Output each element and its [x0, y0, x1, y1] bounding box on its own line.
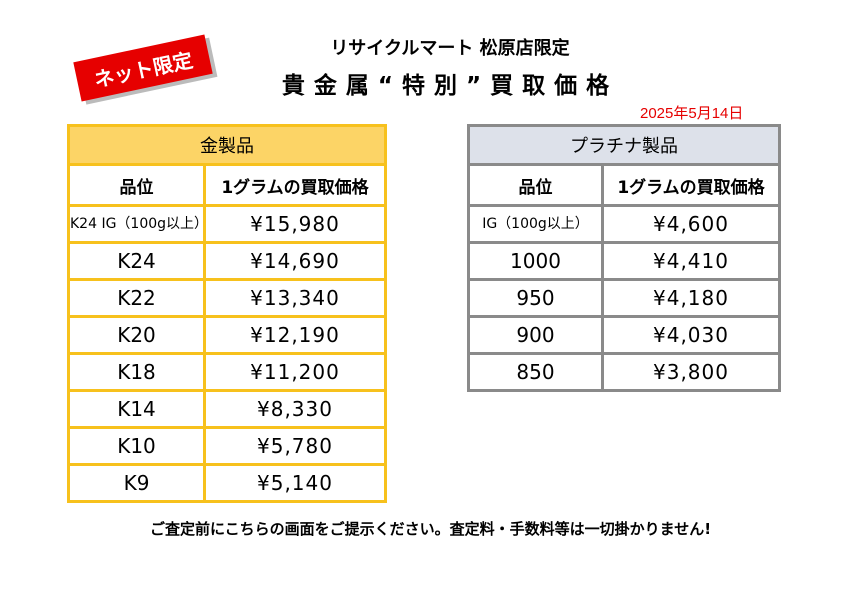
table-row: K14 ¥8,330 [67, 389, 387, 429]
platinum-grade-header: 品位 [467, 163, 604, 207]
gold-price: ¥12,190 [203, 315, 387, 355]
platinum-grade: 950 [467, 278, 604, 318]
table-row: K10 ¥5,780 [67, 426, 387, 466]
platinum-price: ¥4,600 [601, 204, 781, 244]
table-row: K18 ¥11,200 [67, 352, 387, 392]
gold-grade: K14 [67, 389, 206, 429]
gold-price: ¥11,200 [203, 352, 387, 392]
price-date: 2025年5月14日 [640, 105, 744, 122]
gold-grade-header: 品位 [67, 163, 206, 207]
gold-price: ¥5,140 [203, 463, 387, 503]
table-row: K20 ¥12,190 [67, 315, 387, 355]
gold-grade: K24 IG（100g以上） [67, 204, 208, 244]
table-row: 1000 ¥4,410 [467, 241, 781, 281]
gold-grade: K20 [67, 315, 206, 355]
gold-grade: K18 [67, 352, 206, 392]
platinum-grade: 1000 [467, 241, 604, 281]
gold-price: ¥8,330 [203, 389, 387, 429]
platinum-price-header: 1グラムの買取価格 [601, 163, 781, 207]
table-row: K22 ¥13,340 [67, 278, 387, 318]
gold-price: ¥5,780 [203, 426, 387, 466]
gold-price: ¥13,340 [203, 278, 387, 318]
gold-grade: K10 [67, 426, 206, 466]
table-row: 850 ¥3,800 [467, 352, 781, 392]
gold-price-table: 金製品 品位 1グラムの買取価格 K24 IG（100g以上） ¥15,980 … [67, 124, 387, 503]
platinum-grade: 850 [467, 352, 604, 392]
store-name: リサイクルマート 松原店限定 [330, 38, 570, 59]
platinum-price: ¥3,800 [601, 352, 781, 392]
platinum-table-title: プラチナ製品 [467, 124, 781, 166]
platinum-price: ¥4,180 [601, 278, 781, 318]
platinum-price-table: プラチナ製品 品位 1グラムの買取価格 IG（100g以上） ¥4,600 10… [467, 124, 781, 392]
table-row: K24 ¥14,690 [67, 241, 387, 281]
platinum-price: ¥4,030 [601, 315, 781, 355]
gold-table-title: 金製品 [67, 124, 387, 166]
table-row: 950 ¥4,180 [467, 278, 781, 318]
footer-note: ご査定前にこちらの画面をご提示ください。査定料・手数料等は一切掛かりません! [149, 520, 712, 538]
gold-grade: K9 [67, 463, 206, 503]
table-row: K9 ¥5,140 [67, 463, 387, 503]
platinum-price: ¥4,410 [601, 241, 781, 281]
gold-price-header: 1グラムの買取価格 [203, 163, 387, 207]
table-row: 900 ¥4,030 [467, 315, 781, 355]
platinum-grade: IG（100g以上） [467, 204, 604, 244]
gold-grade: K24 [67, 241, 206, 281]
gold-price: ¥14,690 [203, 241, 387, 281]
platinum-grade: 900 [467, 315, 604, 355]
online-only-badge: ネット限定 [73, 34, 213, 102]
table-row: IG（100g以上） ¥4,600 [467, 204, 781, 244]
table-row: K24 IG（100g以上） ¥15,980 [67, 204, 387, 244]
gold-grade: K22 [67, 278, 206, 318]
page-title: 貴金属“特別”買取価格 [281, 73, 619, 99]
gold-price: ¥15,980 [203, 204, 387, 244]
